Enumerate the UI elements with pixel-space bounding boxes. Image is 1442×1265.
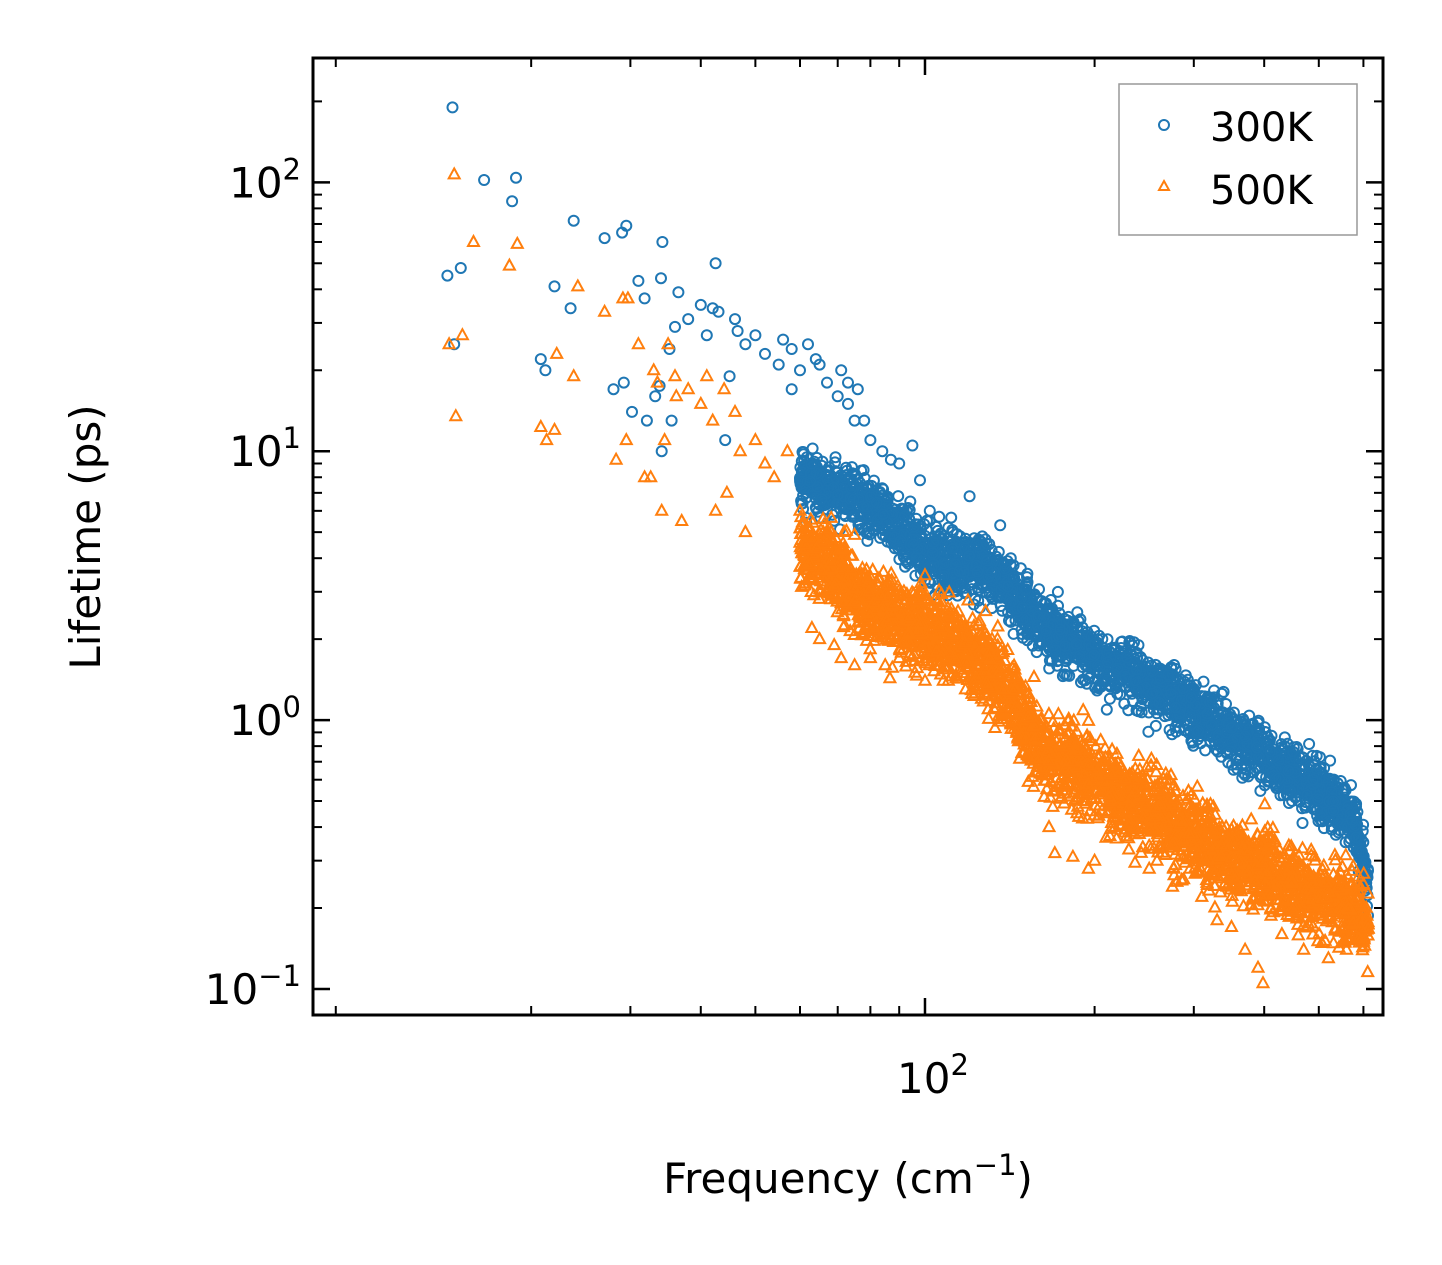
point-300k xyxy=(655,272,667,285)
point-300k xyxy=(1191,733,1204,746)
point-300k xyxy=(607,383,620,396)
point-300k xyxy=(802,338,814,351)
point-300k xyxy=(729,313,741,326)
series-300k-points xyxy=(441,101,1374,922)
point-300k xyxy=(1303,738,1316,750)
point-300k xyxy=(1170,725,1183,738)
point-300k xyxy=(638,292,651,305)
point-300k xyxy=(759,347,771,360)
point-300k xyxy=(1075,676,1087,689)
point-300k xyxy=(946,524,959,536)
point-300k xyxy=(1056,670,1069,683)
point-300k xyxy=(785,383,798,396)
point-300k xyxy=(797,446,810,459)
point-300k xyxy=(598,232,611,245)
point-300k xyxy=(921,514,933,527)
point-300k xyxy=(534,353,547,366)
point-300k xyxy=(813,358,826,371)
point-300k xyxy=(539,364,552,377)
point-300k xyxy=(842,376,854,389)
point-300k xyxy=(446,101,459,114)
point-300k xyxy=(731,325,744,337)
point-300k xyxy=(851,383,864,396)
point-300k xyxy=(656,236,669,248)
point-300k xyxy=(1001,555,1014,568)
point-300k xyxy=(739,338,752,351)
point-300k xyxy=(963,490,976,503)
point-300k xyxy=(864,434,877,447)
point-300k xyxy=(665,414,678,427)
point-300k xyxy=(723,370,736,383)
point-300k xyxy=(914,474,926,487)
point-300k xyxy=(510,171,522,184)
point-300k xyxy=(794,364,806,377)
point-300k xyxy=(1021,571,1033,584)
point-300k xyxy=(626,405,638,418)
point-300k xyxy=(709,257,722,270)
point-300k xyxy=(506,195,519,208)
point-300k xyxy=(672,286,685,299)
point-300k xyxy=(777,333,790,346)
point-300k xyxy=(842,397,854,410)
point-300k xyxy=(835,364,848,377)
point-300k xyxy=(564,302,577,315)
point-300k xyxy=(441,269,454,282)
point-300k xyxy=(1331,777,1344,790)
point-300k xyxy=(840,469,853,481)
point-300k xyxy=(1189,679,1202,692)
point-300k xyxy=(821,376,833,389)
point-300k xyxy=(682,313,695,326)
point-300k xyxy=(454,262,467,274)
point-300k xyxy=(649,390,662,403)
point-300k xyxy=(772,358,785,371)
point-300k xyxy=(1079,659,1092,672)
point-300k xyxy=(994,519,1007,532)
point-300k xyxy=(1324,754,1337,767)
point-300k xyxy=(640,414,653,427)
point-300k xyxy=(1132,639,1145,652)
point-300k xyxy=(831,390,844,403)
point-300k xyxy=(632,274,645,287)
point-300k xyxy=(669,320,681,333)
point-300k xyxy=(1199,744,1212,757)
point-300k xyxy=(893,457,906,470)
point-300k xyxy=(1100,703,1113,716)
point-300k xyxy=(548,280,561,293)
point-300k xyxy=(700,329,713,342)
point-300k xyxy=(620,219,633,232)
point-300k xyxy=(785,343,798,355)
point-300k xyxy=(617,376,630,389)
point-300k xyxy=(719,434,732,447)
point-300k xyxy=(906,439,919,452)
point-300k xyxy=(567,214,580,227)
point-300k xyxy=(1339,836,1352,849)
point-300k xyxy=(861,534,874,547)
point-300k xyxy=(858,414,871,427)
point-300k xyxy=(749,329,762,342)
point-300k xyxy=(694,298,707,311)
point-300k xyxy=(876,445,889,458)
point-300k xyxy=(1149,719,1162,732)
point-300k xyxy=(1030,646,1043,659)
point-300k xyxy=(655,445,668,458)
point-300k xyxy=(712,305,725,318)
point-300k xyxy=(904,495,917,508)
point-300k xyxy=(478,174,491,186)
point-300k xyxy=(1142,725,1155,738)
